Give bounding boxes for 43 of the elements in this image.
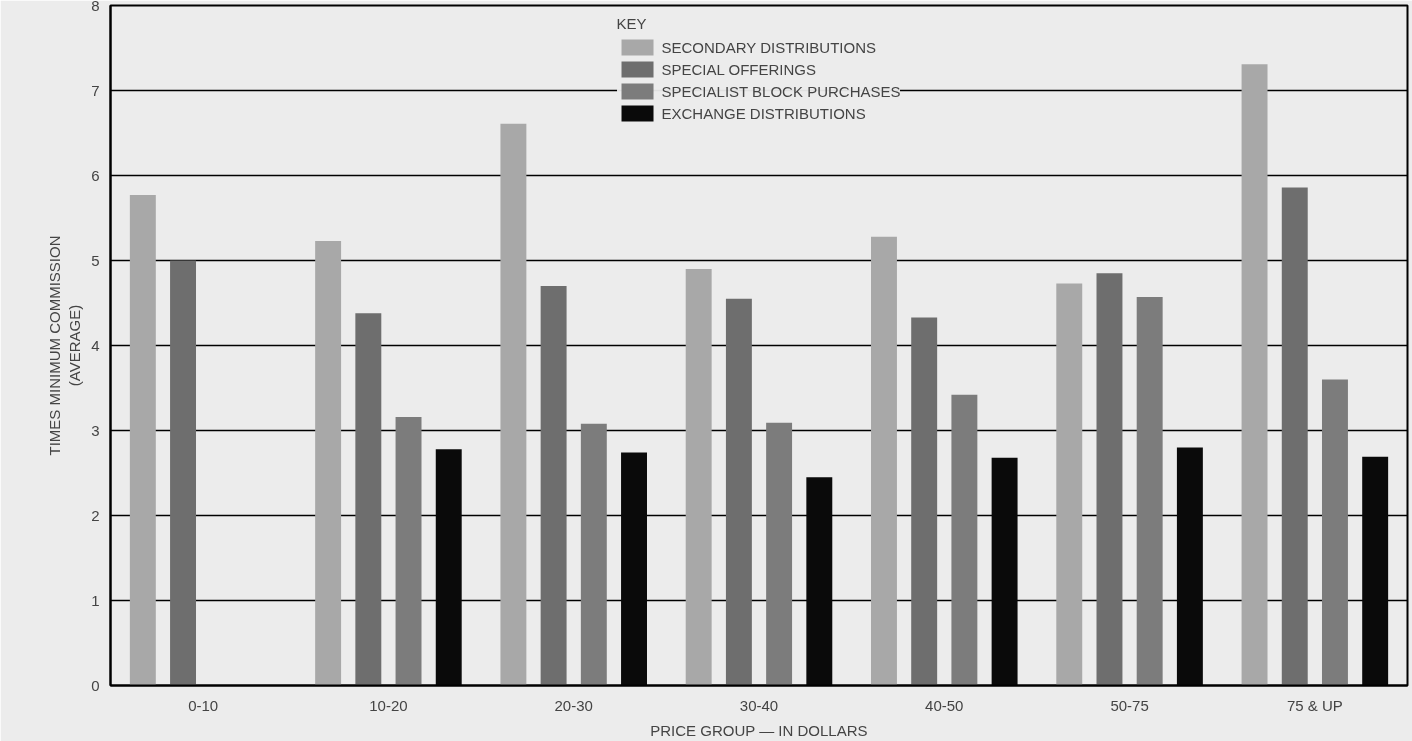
bar (725, 298, 752, 686)
bar (766, 422, 793, 686)
y-tick-label: 2 (91, 506, 100, 524)
bar (580, 423, 607, 686)
y-tick-label: 7 (91, 81, 100, 99)
bar (1281, 187, 1308, 686)
y-tick-label: 1 (91, 591, 100, 609)
y-axis-title: TIMES MINIMUM COMMISSION (AVERAGE) (45, 235, 84, 456)
y-tick-label: 8 (91, 0, 100, 14)
bar (170, 260, 197, 686)
x-tick-label: 30-40 (739, 696, 779, 714)
x-tick-label: 20-30 (554, 696, 593, 714)
y-tick-label: 3 (91, 421, 100, 439)
legend-label: SPECIALIST BLOCK PURCHASES (661, 82, 901, 100)
bar (315, 240, 342, 686)
bar (911, 317, 938, 686)
bar (1241, 64, 1268, 686)
legend-title: KEY (616, 15, 648, 32)
y-tick-label: 6 (91, 166, 100, 184)
bar (1321, 379, 1348, 686)
x-tick-label: 40-50 (925, 696, 964, 714)
bar (1136, 297, 1163, 686)
bar (129, 195, 156, 686)
bar (951, 394, 978, 686)
bar (355, 313, 382, 686)
bar (1096, 273, 1123, 686)
bar (395, 416, 422, 686)
bar (871, 236, 897, 686)
bar (685, 269, 712, 686)
bar (540, 286, 567, 686)
legend-label: SPECIAL OFFERINGS (661, 60, 816, 78)
legend-label: SECONDARY DISTRIBUTIONS (661, 38, 876, 56)
x-tick-label: 10-20 (369, 696, 408, 714)
x-axis-title: PRICE GROUP — IN DOLLARS (650, 721, 868, 739)
x-tick-label: 50-75 (1110, 696, 1149, 714)
x-tick-label: 0-10 (188, 696, 219, 714)
x-tick-label: 75 & UP (1286, 696, 1343, 714)
legend-label: EXCHANGE DISTRIBUTIONS (661, 104, 866, 122)
y-tick-label: 0 (91, 676, 100, 694)
y-tick-label: 4 (91, 336, 100, 354)
y-tick-label: 5 (91, 251, 100, 269)
bar (500, 123, 527, 686)
bar (1056, 283, 1083, 686)
